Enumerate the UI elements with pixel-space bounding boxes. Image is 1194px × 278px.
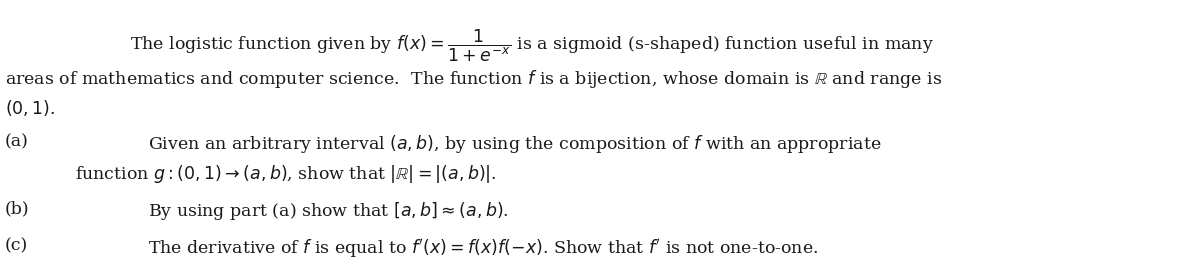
Text: By using part (a) show that $[a, b] \approx (a, b)$.: By using part (a) show that $[a, b] \app…: [148, 200, 509, 222]
Text: (c): (c): [5, 237, 29, 254]
Text: The derivative of $f$ is equal to $f'(x) = f(x)f(-x)$. Show that $f'$ is not one: The derivative of $f$ is equal to $f'(x)…: [148, 237, 818, 260]
Text: (b): (b): [5, 200, 30, 217]
Text: function $g : (0, 1) \to (a, b)$, show that $|\mathbb{R}| = |(a, b)|$.: function $g : (0, 1) \to (a, b)$, show t…: [75, 163, 497, 185]
Text: The logistic function given by $f(x) = \dfrac{1}{1+e^{-x}}$ is a sigmoid (s-shap: The logistic function given by $f(x) = \…: [130, 28, 934, 64]
Text: areas of mathematics and computer science.  The function $f$ is a bijection, who: areas of mathematics and computer scienc…: [5, 68, 942, 90]
Text: Given an arbitrary interval $(a, b)$, by using the composition of $f$ with an ap: Given an arbitrary interval $(a, b)$, by…: [148, 133, 881, 155]
Text: $(0, 1)$.: $(0, 1)$.: [5, 98, 55, 118]
Text: (a): (a): [5, 133, 29, 150]
